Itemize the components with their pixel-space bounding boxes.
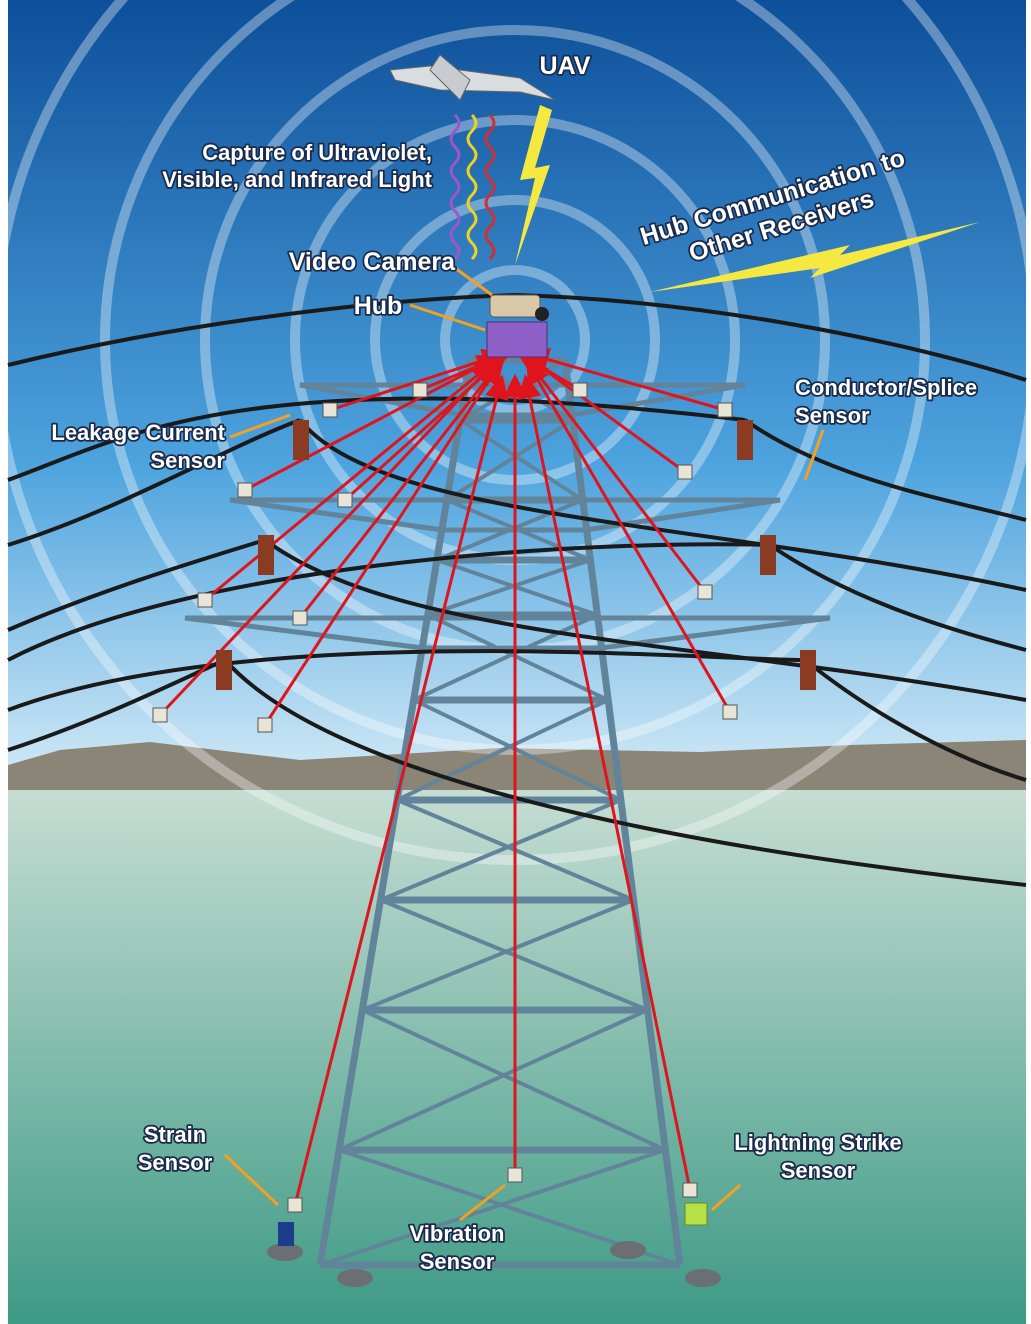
sensor (288, 1198, 302, 1212)
label: Video Camera (289, 248, 456, 276)
sensor (258, 718, 272, 732)
label-line: Strain (144, 1122, 206, 1147)
sensor (153, 708, 167, 722)
label-line: UAV (540, 52, 591, 80)
label-line: Sensor (138, 1150, 213, 1175)
label-line: Sensor (781, 1158, 856, 1183)
sensor (678, 465, 692, 479)
label-line: Hub (354, 292, 403, 320)
label-line: Sensor (795, 403, 870, 428)
label-line: Video Camera (289, 248, 456, 276)
lightning-sensor (685, 1203, 707, 1225)
label: UAV (540, 52, 591, 80)
sensor (413, 383, 427, 397)
label-line: Sensor (420, 1249, 495, 1274)
label-line: Lightning Strike (734, 1130, 901, 1155)
label-line: Conductor/Splice (795, 375, 977, 400)
label-line: Vibration (410, 1221, 505, 1246)
sensor (238, 483, 252, 497)
sensor (293, 611, 307, 625)
ground (8, 790, 1026, 1324)
sensor (718, 403, 732, 417)
sensor (198, 593, 212, 607)
strain-sensor (278, 1222, 294, 1246)
sensor (323, 403, 337, 417)
label-line: Leakage Current (51, 420, 225, 445)
sensor (338, 493, 352, 507)
sensor (683, 1183, 697, 1197)
diagram: UAV Capture of Ultraviolet,Visible, and … (0, 0, 1031, 1324)
hub (487, 295, 549, 357)
label-line: Capture of Ultraviolet, (202, 140, 432, 165)
label-line: Visible, and Infrared Light (162, 167, 432, 192)
label-line: Sensor (150, 448, 225, 473)
sensor (573, 383, 587, 397)
label: Hub (354, 292, 403, 320)
page: {"nodes":[ {"lines":["UAV"]}, {"lines":[… (0, 0, 1031, 1324)
sensor (508, 1168, 522, 1182)
sensor (698, 585, 712, 599)
sensor (723, 705, 737, 719)
